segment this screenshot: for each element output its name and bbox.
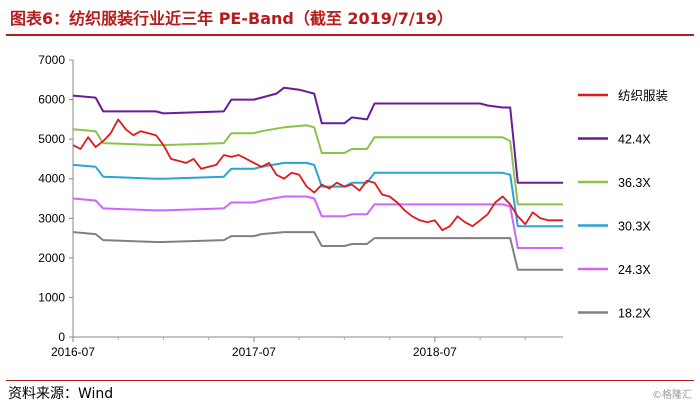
y-tick-label: 4000 — [38, 172, 65, 186]
series-line — [72, 161, 563, 228]
legend-label: 36.3X — [618, 176, 651, 190]
series-line — [72, 231, 563, 271]
x-tick-label: 2018-07 — [413, 345, 457, 359]
y-tick-label: 1000 — [38, 290, 65, 304]
legend-label: 42.4X — [618, 133, 651, 147]
series-line — [72, 195, 563, 249]
y-tick-label: 2000 — [38, 251, 65, 265]
x-tick-label: 2017-07 — [232, 345, 276, 359]
chart-axes: 0 1000 2000 3000 4000 5000 6000 7000 2016-07 2017… — [38, 53, 563, 359]
legend-label: 24.3X — [618, 263, 651, 277]
source-note: 资料来源：Wind — [8, 386, 114, 402]
legend-label: 纺织服装 — [618, 89, 668, 103]
y-tick-label: 6000 — [38, 93, 65, 107]
title-divider — [6, 34, 694, 36]
chart-legend: 纺织服装 42.4X 36.3X 30.3X 24.3X 18.2X — [578, 89, 668, 321]
y-tick-label: 7000 — [38, 53, 65, 67]
legend-label: 30.3X — [618, 220, 651, 234]
y-tick-label: 0 — [58, 330, 65, 344]
legend-label: 18.2X — [618, 307, 651, 321]
pe-band-chart: 0 1000 2000 3000 4000 5000 6000 7000 2016-07 2017… — [38, 53, 668, 359]
series-line — [72, 124, 563, 206]
x-tick-label: 2016-07 — [51, 345, 95, 359]
source-divider — [6, 380, 694, 381]
watermark: ©格隆汇 — [652, 390, 692, 401]
y-tick-label: 5000 — [38, 132, 65, 146]
y-tick-label: 3000 — [38, 211, 65, 225]
chart-series — [72, 86, 563, 271]
series-line — [72, 118, 563, 232]
series-line — [72, 86, 563, 184]
chart-title: 图表6：纺织服装行业近三年 PE-Band（截至 2019/7/19） — [10, 9, 454, 28]
